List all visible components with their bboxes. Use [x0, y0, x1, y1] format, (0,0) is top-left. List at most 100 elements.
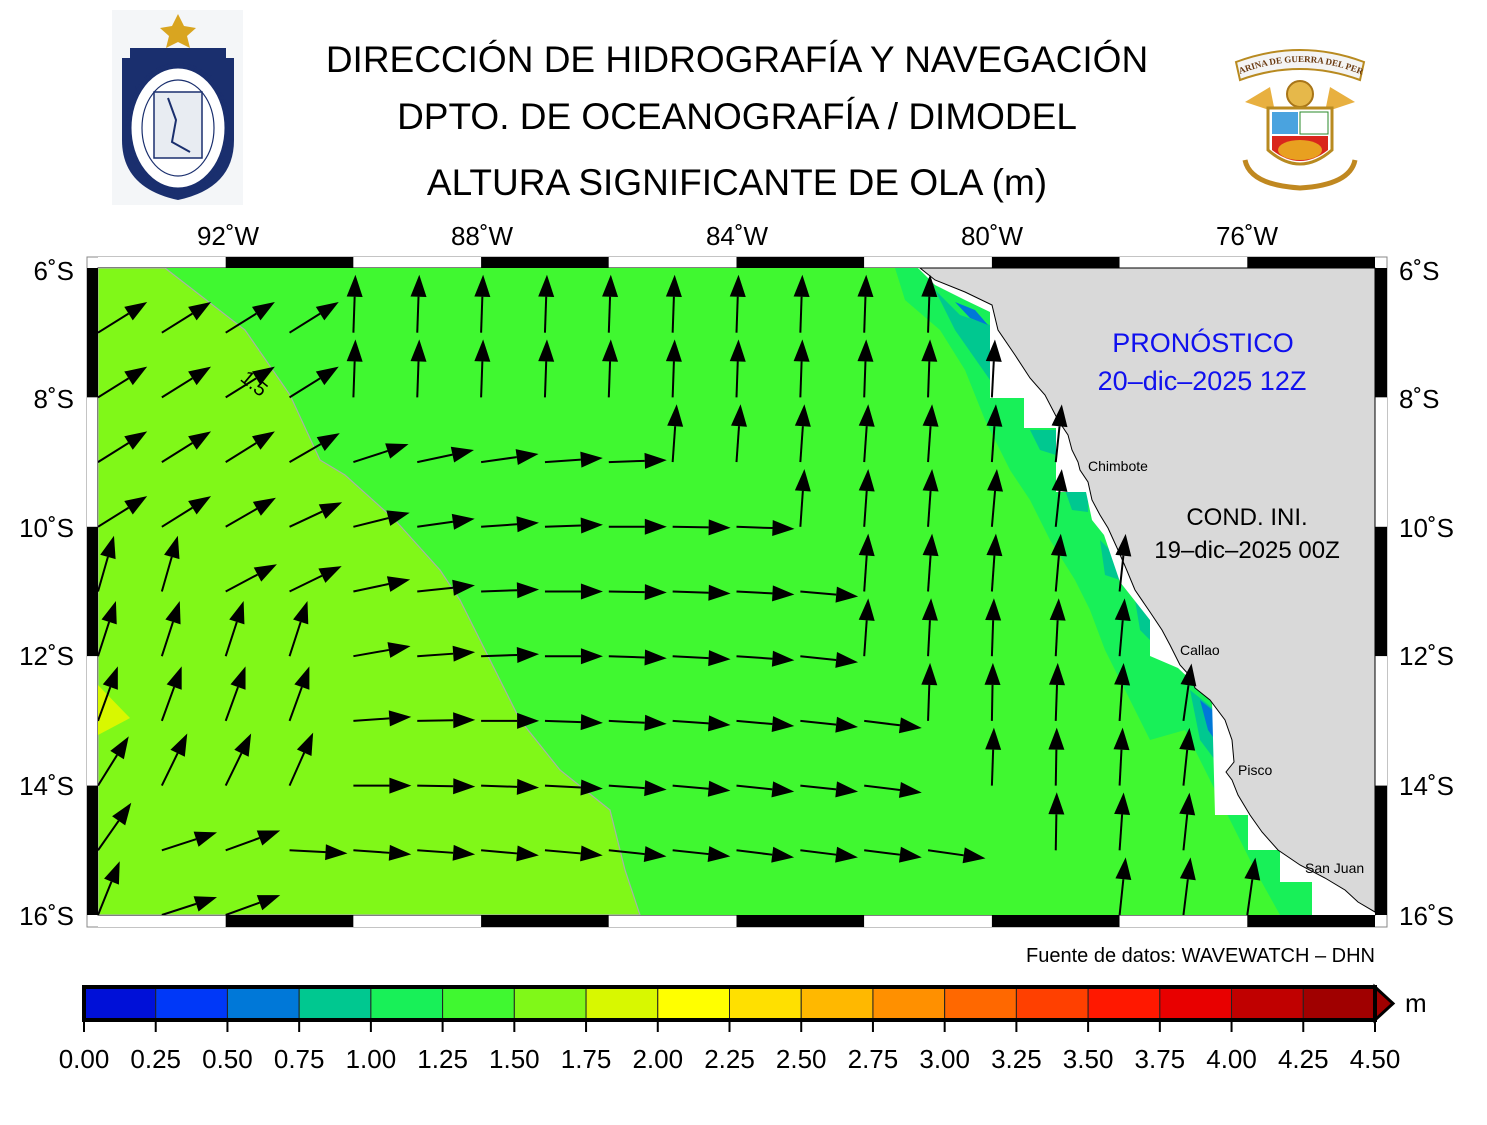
wave-arrow	[729, 339, 746, 398]
wave-arrow	[1114, 663, 1131, 721]
frame-bar	[1247, 257, 1375, 268]
wave-arrow	[800, 846, 858, 863]
colorbar-tick-label: 3.25	[991, 1044, 1042, 1074]
lat-label: 10˚S	[1399, 513, 1454, 543]
lat-label: 8˚S	[34, 384, 74, 414]
colorbar-bin	[1231, 986, 1304, 1021]
lon-label: 84˚W	[706, 221, 769, 251]
wave-arrow	[417, 844, 476, 861]
wave-arrow	[353, 576, 411, 593]
wave-arrow	[161, 831, 218, 852]
wave-arrow	[353, 510, 410, 528]
frame-bar	[736, 915, 865, 927]
wave-arrow	[98, 601, 117, 657]
wave-arrow	[736, 520, 795, 537]
lat-label: 8˚S	[1399, 384, 1439, 414]
frame-bar	[1375, 656, 1387, 786]
frame-bar	[87, 268, 98, 398]
colorbar-tick-label: 2.75	[848, 1044, 899, 1074]
colorbar-tick-label: 2.00	[632, 1044, 683, 1074]
colorbar-tick-label: 4.00	[1206, 1044, 1257, 1074]
wave-arrow	[608, 452, 667, 469]
title-line-1: DIRECCIÓN DE HIDROGRAFÍA Y NAVEGACIÓN	[326, 39, 1148, 80]
wave-arrow	[1179, 792, 1196, 851]
colorbar-tick-label: 3.75	[1135, 1044, 1186, 1074]
lat-label: 16˚S	[1399, 901, 1454, 931]
colorbar-tick-label: 3.00	[919, 1044, 970, 1074]
wave-arrow	[544, 583, 603, 600]
frame-bar	[864, 257, 992, 268]
lat-label: 6˚S	[1399, 256, 1439, 286]
wave-arrow	[864, 846, 922, 863]
wave-arrow	[608, 846, 667, 863]
wave-arrow	[353, 443, 409, 464]
frame-bar	[608, 257, 737, 268]
colorbar-bin	[585, 986, 659, 1021]
init-label: COND. INI.	[1186, 504, 1307, 531]
wave-arrow	[160, 601, 181, 657]
wave-arrow	[1180, 663, 1197, 722]
wave-arrow	[544, 451, 603, 468]
wave-arrow	[353, 642, 411, 658]
wave-arrow	[608, 584, 667, 601]
frame-bar	[481, 257, 609, 268]
wave-arrow	[417, 579, 475, 596]
wave-arrow	[480, 449, 539, 466]
wave-arrow	[98, 736, 129, 787]
wave-arrow	[1049, 598, 1066, 657]
wave-arrow	[736, 716, 795, 733]
wave-arrow	[288, 732, 314, 787]
colorbar-bin	[729, 986, 802, 1021]
wave-arrow	[922, 533, 939, 592]
wave-arrow	[289, 844, 348, 861]
wave-arrow	[353, 777, 412, 794]
wave-arrow	[736, 781, 795, 798]
wave-arrow	[98, 301, 148, 334]
wave-arrow	[161, 301, 212, 334]
wave-arrow	[161, 366, 212, 399]
colorbar-tick-label: 4.25	[1278, 1044, 1329, 1074]
wave-arrow	[417, 446, 474, 464]
wave-arrow	[921, 274, 938, 333]
colorbar-tick-label: 0.25	[130, 1044, 181, 1074]
wave-arrow	[225, 431, 275, 463]
wave-arrow	[288, 601, 309, 657]
frame-bar	[98, 257, 226, 268]
lat-label: 12˚S	[19, 641, 74, 671]
wave-arrow	[864, 717, 922, 734]
lat-axis-labels-right: 6˚S 8˚S 10˚S 12˚S 14˚S 16˚S	[1399, 256, 1454, 931]
wave-arrow	[800, 586, 859, 603]
wave-arrow	[98, 431, 148, 463]
wave-arrow	[672, 715, 731, 732]
wave-arrow	[800, 652, 859, 668]
lat-label: 14˚S	[19, 771, 74, 801]
city-label-callao: Callao	[1180, 642, 1220, 658]
wave-band-0.75-1.00	[935, 290, 1215, 760]
wave-arrow	[858, 598, 875, 657]
wave-arrow	[224, 733, 252, 787]
lon-label: 76˚W	[1216, 221, 1279, 251]
wave-arrow	[665, 339, 682, 398]
wave-arrow	[160, 535, 180, 592]
wave-arrow	[417, 645, 476, 662]
wave-arrow	[1179, 727, 1196, 786]
title-line-3: ALTURA SIGNIFICANTE DE OLA (m)	[427, 162, 1047, 203]
wave-arrow	[481, 712, 540, 729]
wave-arrow	[474, 339, 491, 398]
wave-arrow	[225, 301, 275, 334]
frame-bar	[353, 257, 482, 268]
wave-arrow	[288, 666, 310, 722]
frame-bar	[1247, 915, 1375, 927]
colorbar-bin	[1087, 986, 1161, 1021]
lat-label: 6˚S	[34, 256, 74, 286]
frame-bar	[1375, 397, 1387, 527]
wave-arrow	[800, 781, 859, 798]
forecast-label: PRONÓSTICO	[1112, 327, 1294, 358]
colorbar-bin	[155, 986, 228, 1021]
wave-arrow	[98, 861, 120, 915]
lat-label: 16˚S	[19, 901, 74, 931]
frame-bar	[1375, 785, 1387, 915]
wave-arrow	[98, 535, 116, 592]
wave-arrow	[544, 779, 603, 796]
wave-arrow	[538, 274, 555, 333]
